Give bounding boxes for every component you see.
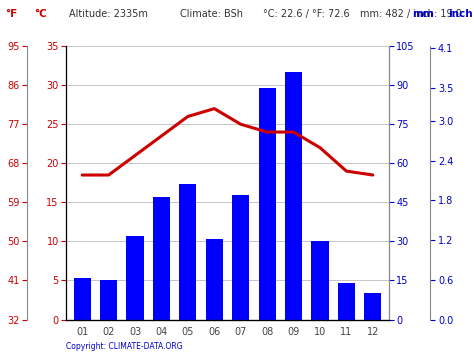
Text: °C: 22.6 / °F: 72.6: °C: 22.6 / °F: 72.6 bbox=[263, 9, 350, 19]
Text: Copyright: CLIMATE-DATA.ORG: Copyright: CLIMATE-DATA.ORG bbox=[66, 343, 183, 351]
Bar bbox=[258, 88, 276, 320]
Text: mm: 482 / inch: 19.0: mm: 482 / inch: 19.0 bbox=[360, 9, 462, 19]
Bar bbox=[153, 197, 170, 320]
Bar bbox=[311, 241, 328, 320]
Bar bbox=[206, 239, 223, 320]
Text: °F: °F bbox=[5, 9, 17, 19]
Bar bbox=[127, 236, 144, 320]
Bar bbox=[100, 280, 117, 320]
Bar bbox=[232, 195, 249, 320]
Bar bbox=[285, 72, 302, 320]
Text: mm: mm bbox=[412, 9, 434, 19]
Bar bbox=[364, 294, 382, 320]
Bar bbox=[179, 184, 197, 320]
Text: Altitude: 2335m: Altitude: 2335m bbox=[69, 9, 147, 19]
Bar bbox=[73, 278, 91, 320]
Text: Climate: BSh: Climate: BSh bbox=[180, 9, 243, 19]
Bar bbox=[338, 283, 355, 320]
Text: inch: inch bbox=[448, 9, 473, 19]
Text: °C: °C bbox=[34, 9, 47, 19]
